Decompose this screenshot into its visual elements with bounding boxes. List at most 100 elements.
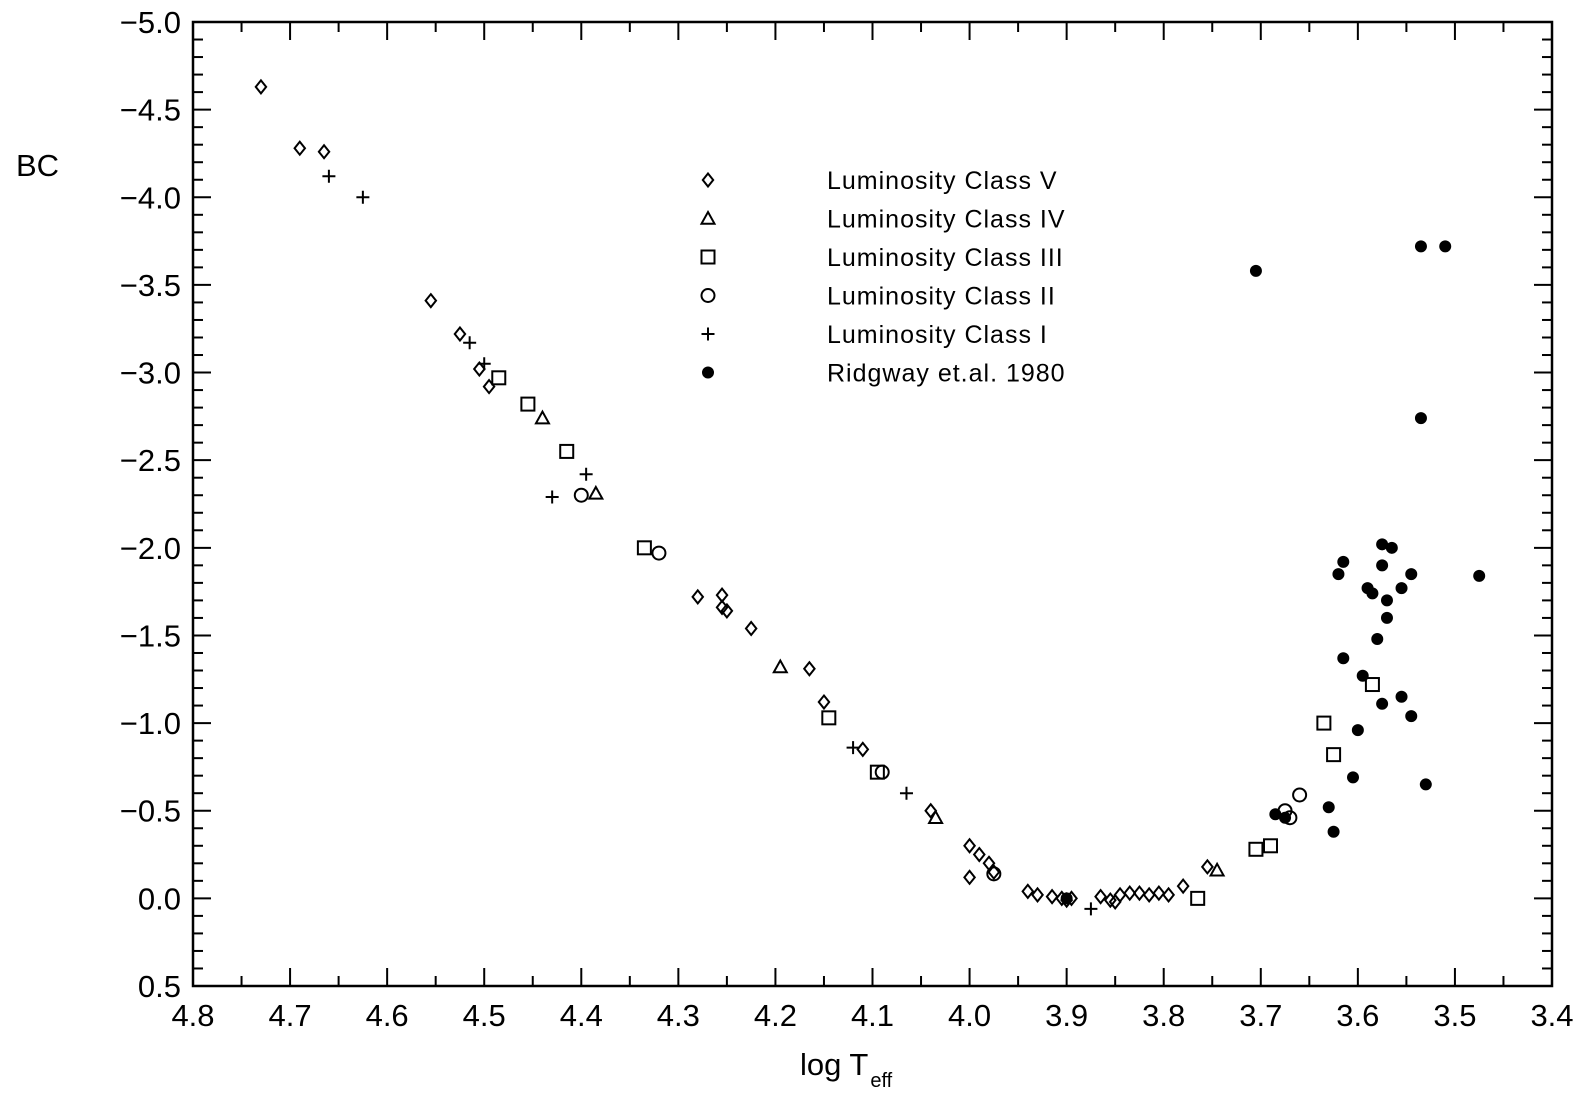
- data-point-square: [1248, 841, 1264, 857]
- data-point-square: [1364, 677, 1380, 693]
- data-point-filled-circle: [1380, 594, 1393, 607]
- data-point-diamond: [472, 360, 486, 378]
- data-point-diamond: [1123, 885, 1137, 902]
- data-point-circle: [573, 487, 589, 503]
- data-point-plus: [1084, 902, 1098, 916]
- y-tick-label: −1.5: [120, 618, 181, 653]
- data-point-plus: [356, 190, 370, 204]
- data-point-filled-circle: [1332, 568, 1345, 581]
- legend-label: Luminosity Class III: [827, 244, 1064, 272]
- data-point-diamond: [1200, 858, 1214, 875]
- data-point-square: [491, 370, 507, 386]
- data-point-diamond: [963, 837, 977, 854]
- data-point-diamond: [424, 292, 438, 309]
- y-tick-label: −4.0: [120, 180, 181, 215]
- data-point-diamond: [856, 741, 870, 758]
- data-point-square: [1262, 838, 1278, 854]
- data-point-square: [636, 540, 652, 556]
- legend-label: Luminosity Class V: [827, 167, 1058, 195]
- data-point-square: [559, 443, 575, 459]
- legend-marker-triangle: [699, 209, 717, 225]
- data-point-plus: [477, 357, 491, 371]
- data-point-square: [520, 396, 536, 412]
- data-point-filled-circle: [1337, 555, 1350, 568]
- x-tick-label: 4.6: [366, 998, 409, 1033]
- y-tick-label: −3.0: [120, 356, 181, 391]
- x-tick-label: 4.8: [171, 998, 214, 1033]
- data-point-filled-circle: [1279, 811, 1292, 824]
- data-point-diamond: [744, 620, 758, 637]
- data-point-square: [1316, 715, 1332, 731]
- y-tick-label: −1.0: [120, 706, 181, 741]
- data-point-diamond: [1045, 888, 1059, 905]
- data-point-filled-circle: [1439, 240, 1452, 253]
- data-point-square: [1326, 747, 1342, 763]
- data-point-filled-circle: [1385, 541, 1398, 554]
- data-point-diamond: [963, 869, 977, 886]
- data-point-square: [1190, 890, 1206, 906]
- data-point-diamond: [1094, 888, 1108, 905]
- data-point-plus: [846, 741, 860, 755]
- data-point-filled-circle: [1366, 587, 1379, 600]
- data-point-square: [821, 710, 837, 726]
- legend-label: Ridgway et.al. 1980: [827, 360, 1066, 388]
- data-point-plus: [322, 169, 336, 183]
- x-tick-label: 4.5: [463, 998, 506, 1033]
- x-tick-label: 4.3: [657, 998, 700, 1033]
- y-tick-label: −2.5: [120, 443, 181, 478]
- data-point-filled-circle: [1347, 771, 1360, 784]
- x-tick-label: 4.2: [754, 998, 797, 1033]
- data-point-filled-circle: [1060, 892, 1073, 905]
- data-point-plus: [579, 467, 593, 481]
- data-point-triangle: [927, 809, 944, 824]
- y-tick-label: −4.5: [120, 93, 181, 128]
- data-point-filled-circle: [1414, 412, 1427, 425]
- data-point-circle: [651, 545, 667, 561]
- data-point-filled-circle: [1249, 264, 1262, 277]
- legend-marker-circle: [700, 288, 716, 303]
- data-point-diamond: [1176, 877, 1190, 895]
- data-point-diamond: [1113, 886, 1127, 903]
- data-point-filled-circle: [1371, 632, 1384, 645]
- y-tick-label: 0.0: [138, 881, 181, 916]
- data-point-filled-circle: [1376, 559, 1389, 572]
- data-point-triangle: [1208, 861, 1226, 877]
- legend-marker-diamond: [701, 171, 715, 189]
- y-tick-label: −3.5: [120, 268, 181, 303]
- data-point-diamond: [924, 802, 938, 819]
- legend-marker-filled-circle: [702, 366, 714, 379]
- x-tick-label: 4.7: [269, 998, 312, 1033]
- data-point-circle: [1292, 787, 1308, 803]
- data-point-filled-circle: [1351, 724, 1364, 737]
- data-point-filled-circle: [1322, 801, 1335, 814]
- data-point-filled-circle: [1380, 611, 1393, 624]
- ticks-layer: 4.8 4.7 4.6 4.5 4.4 4.3 4.2 4.1 4.0 3.9 3.8 3.7 3.6 3…: [120, 5, 1574, 1033]
- data-point-diamond: [972, 846, 986, 863]
- data-point-diamond: [254, 78, 268, 95]
- data-point-diamond: [987, 863, 1001, 881]
- data-point-plus: [463, 336, 477, 350]
- y-axis-label: BC: [16, 148, 59, 183]
- data-point-diamond: [802, 660, 816, 677]
- data-point-diamond: [691, 588, 705, 605]
- y-tick-label: −2.0: [120, 531, 181, 566]
- data-point-filled-circle: [1327, 825, 1340, 838]
- data-point-circle: [986, 866, 1002, 882]
- data-point-diamond: [1142, 886, 1156, 903]
- data-point-filled-circle: [1473, 569, 1486, 582]
- legend-label: Luminosity Class I: [827, 321, 1048, 349]
- data-point-diamond: [293, 140, 307, 157]
- data-point-filled-circle: [1405, 568, 1418, 581]
- data-point-circle: [874, 764, 890, 780]
- legend-marker-plus: [701, 327, 715, 341]
- data-point-diamond: [1031, 886, 1045, 903]
- data-point-diamond: [1132, 885, 1146, 902]
- x-tick-label: 3.7: [1239, 998, 1282, 1033]
- data-point-diamond: [453, 325, 467, 343]
- data-point-plus: [899, 786, 913, 800]
- x-tick-label: 3.4: [1530, 998, 1573, 1033]
- data-point-filled-circle: [1395, 690, 1408, 703]
- x-axis-label-subscript: eff: [870, 1070, 892, 1092]
- x-tick-label: 3.5: [1433, 998, 1476, 1033]
